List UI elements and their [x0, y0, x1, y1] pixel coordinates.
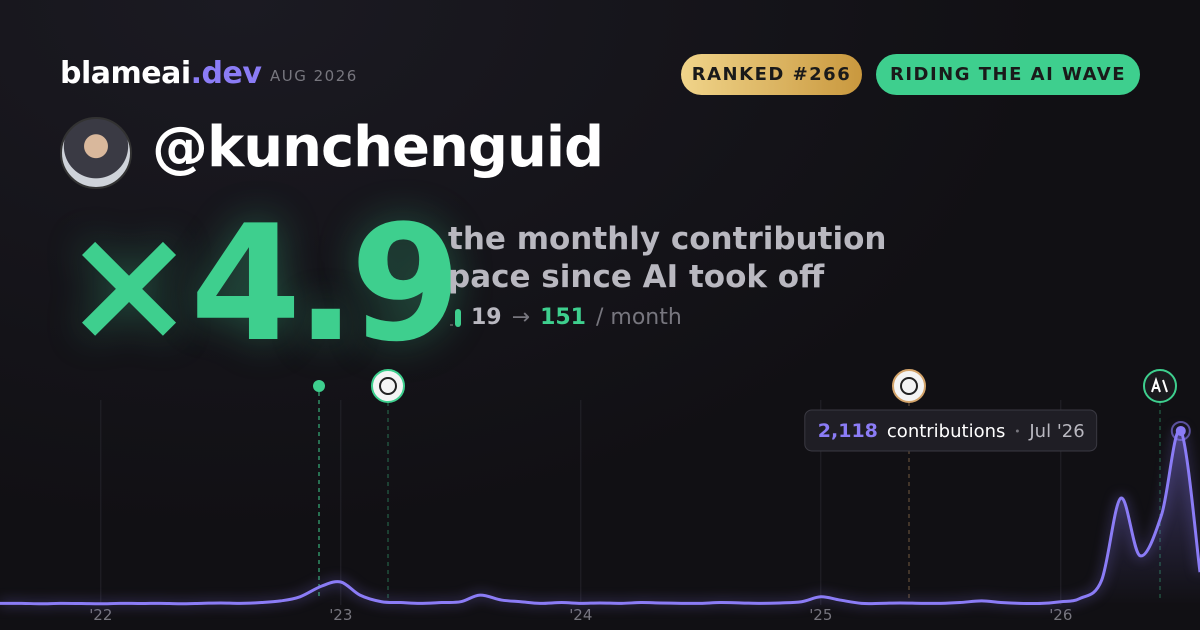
peak-halo	[1170, 420, 1191, 441]
x-tick-label: '26	[1049, 606, 1072, 624]
x-tick-label: '22	[89, 606, 112, 624]
pace-to: 151	[540, 305, 586, 330]
pace-arrow: →	[511, 305, 531, 330]
event-icons	[371, 369, 1177, 403]
wave-badge: RIDING THE AI WAVE	[876, 54, 1140, 95]
tooltip-sep	[1015, 429, 1019, 433]
brand: blameai.dev	[60, 56, 262, 91]
x-tick-label: '24	[569, 606, 592, 624]
x-tick-label: '23	[329, 606, 352, 624]
brand-tld: .dev	[190, 56, 262, 91]
rank-badge: RANKED #266	[681, 54, 862, 95]
tooltip-box	[804, 409, 1098, 452]
description: the monthly contribution pace since AI t…	[448, 220, 886, 296]
event-dot	[313, 380, 325, 392]
anthropic-icon	[1143, 369, 1177, 403]
description-line: pace since AI took off	[448, 259, 825, 295]
tooltip: 2,118 contributions Jul '26	[804, 409, 1098, 452]
tooltip-date: Jul '26	[1028, 421, 1084, 442]
openai-icon	[892, 369, 926, 403]
brand-name: blameai	[60, 56, 191, 91]
description-line: the monthly contribution	[448, 221, 887, 257]
x-tick-label: '25	[809, 606, 832, 624]
handle: @kunchenguid	[152, 115, 604, 180]
area	[0, 430, 1200, 605]
peak-dot	[1175, 425, 1186, 436]
date: AUG 2026	[270, 67, 358, 85]
line	[0, 428, 1200, 606]
openai-icon	[371, 369, 405, 403]
pace: 19 → 151 / month	[450, 305, 682, 330]
pace-from: 19	[471, 305, 502, 330]
multiplier: ×4.9	[62, 190, 461, 377]
pace-unit: / month	[596, 305, 682, 330]
tooltip-text: contributions	[887, 421, 1005, 442]
tooltip-value: 2,118	[818, 420, 878, 442]
avatar	[60, 117, 132, 189]
